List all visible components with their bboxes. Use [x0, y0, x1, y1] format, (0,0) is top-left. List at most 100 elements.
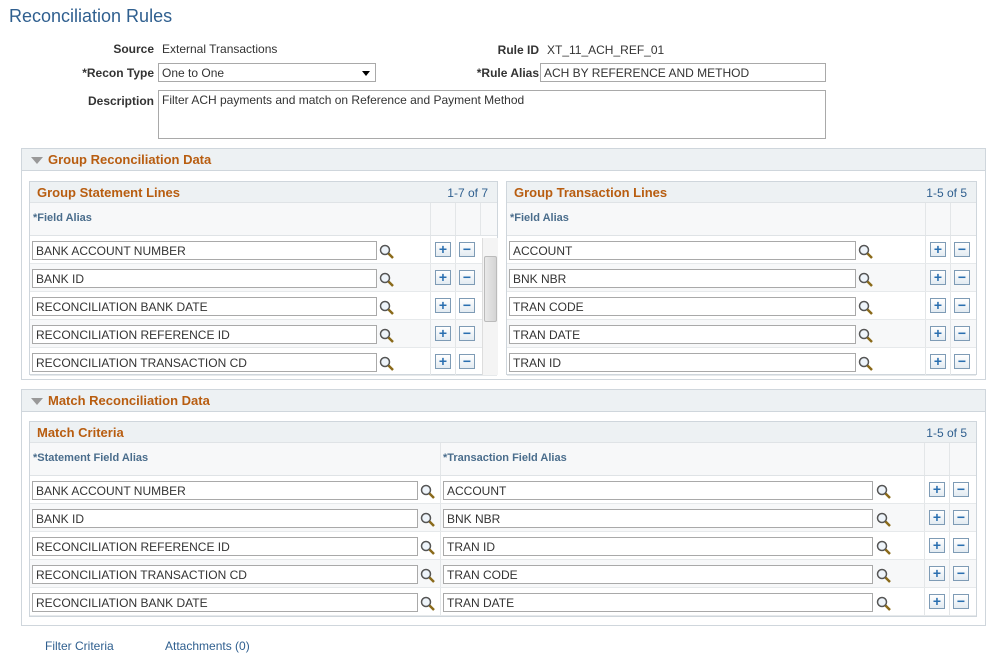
magnifier-icon[interactable] — [876, 512, 891, 527]
field-alias-input[interactable]: TRAN DATE — [509, 325, 856, 344]
magnifier-icon[interactable] — [858, 244, 873, 259]
field-alias-input[interactable]: RECONCILIATION TRANSACTION CD — [32, 565, 418, 584]
table-row: BNK NBR + − — [507, 264, 976, 292]
source-value: External Transactions — [162, 42, 278, 56]
column-header-statement-field-alias: *Statement Field Alias — [33, 452, 149, 464]
minus-icon[interactable]: − — [953, 594, 969, 609]
minus-icon[interactable]: − — [954, 298, 970, 313]
magnifier-icon[interactable] — [379, 356, 394, 371]
plus-icon[interactable]: + — [929, 482, 945, 497]
table-row: TRAN ID + − — [507, 348, 976, 376]
column-header-field-alias: *Field Alias — [33, 212, 92, 224]
field-alias-input[interactable]: RECONCILIATION BANK DATE — [32, 593, 418, 612]
description-textarea[interactable]: Filter ACH payments and match on Referen… — [158, 90, 826, 139]
minus-icon[interactable]: − — [953, 482, 969, 497]
field-alias-input[interactable]: TRAN CODE — [443, 565, 873, 584]
minus-icon[interactable]: − — [954, 242, 970, 257]
plus-icon[interactable]: + — [929, 594, 945, 609]
scrollbar-thumb[interactable] — [484, 256, 497, 322]
table-row: RECONCILIATION TRANSACTION CD + − — [30, 348, 497, 376]
field-alias-input[interactable]: TRAN DATE — [443, 593, 873, 612]
field-alias-input[interactable]: BANK ID — [32, 269, 377, 288]
match-section-header[interactable]: Match Reconciliation Data — [22, 390, 985, 412]
field-alias-input[interactable]: TRAN ID — [443, 537, 873, 556]
plus-icon[interactable]: + — [929, 510, 945, 525]
field-alias-input[interactable]: RECONCILIATION BANK DATE — [32, 297, 377, 316]
minus-icon[interactable]: − — [953, 510, 969, 525]
minus-icon[interactable]: − — [459, 270, 475, 285]
field-alias-input[interactable]: BANK ACCOUNT NUMBER — [32, 241, 377, 260]
chevron-down-icon — [362, 71, 370, 76]
field-alias-input[interactable]: RECONCILIATION REFERENCE ID — [32, 537, 418, 556]
column-header-field-alias: *Field Alias — [510, 212, 569, 224]
table-row: ACCOUNT + − — [507, 236, 976, 264]
minus-icon[interactable]: − — [459, 242, 475, 257]
table-row: BANK ACCOUNT NUMBER ACCOUNT + − — [30, 476, 976, 504]
rule-id-value: XT_11_ACH_REF_01 — [547, 43, 665, 57]
plus-icon[interactable]: + — [930, 298, 946, 313]
field-alias-input[interactable]: ACCOUNT — [509, 241, 856, 260]
field-alias-input[interactable]: BNK NBR — [509, 269, 856, 288]
plus-icon[interactable]: + — [930, 354, 946, 369]
grid-title: Group Statement Lines — [37, 185, 181, 200]
minus-icon[interactable]: − — [953, 566, 969, 581]
table-row: RECONCILIATION BANK DATE TRAN DATE + − — [30, 588, 976, 616]
magnifier-icon[interactable] — [379, 328, 394, 343]
field-alias-input[interactable]: BNK NBR — [443, 509, 873, 528]
match-section-title: Match Reconciliation Data — [48, 393, 210, 408]
table-row: TRAN CODE + − — [507, 292, 976, 320]
minus-icon[interactable]: − — [953, 538, 969, 553]
rule-id-label: Rule ID — [497, 43, 539, 57]
plus-icon[interactable]: + — [435, 242, 451, 257]
minus-icon[interactable]: − — [459, 354, 475, 369]
source-label: Source — [113, 42, 154, 56]
plus-icon[interactable]: + — [930, 242, 946, 257]
plus-icon[interactable]: + — [435, 298, 451, 313]
magnifier-icon[interactable] — [858, 272, 873, 287]
attachments-link[interactable]: Attachments (0) — [165, 639, 250, 653]
magnifier-icon[interactable] — [876, 568, 891, 583]
group-statement-lines-grid: Group Statement Lines 1-7 of 7 *Field Ali… — [29, 181, 498, 376]
field-alias-input[interactable]: RECONCILIATION TRANSACTION CD — [32, 353, 377, 372]
magnifier-icon[interactable] — [876, 596, 891, 611]
rule-alias-label: *Rule Alias — [476, 66, 539, 80]
rule-alias-input[interactable]: ACH BY REFERENCE AND METHOD — [540, 63, 826, 82]
magnifier-icon[interactable] — [420, 568, 435, 583]
minus-icon[interactable]: − — [459, 298, 475, 313]
table-row: RECONCILIATION TRANSACTION CD TRAN CODE + − — [30, 560, 976, 588]
field-alias-input[interactable]: ACCOUNT — [443, 481, 873, 500]
field-alias-input[interactable]: TRAN ID — [509, 353, 856, 372]
magnifier-icon[interactable] — [858, 328, 873, 343]
minus-icon[interactable]: − — [954, 326, 970, 341]
magnifier-icon[interactable] — [379, 300, 394, 315]
group-section-header[interactable]: Group Reconciliation Data — [22, 149, 985, 171]
plus-icon[interactable]: + — [930, 270, 946, 285]
minus-icon[interactable]: − — [954, 270, 970, 285]
filter-criteria-link[interactable]: Filter Criteria — [45, 639, 114, 653]
minus-icon[interactable]: − — [954, 354, 970, 369]
magnifier-icon[interactable] — [858, 356, 873, 371]
magnifier-icon[interactable] — [379, 244, 394, 259]
plus-icon[interactable]: + — [929, 538, 945, 553]
magnifier-icon[interactable] — [858, 300, 873, 315]
magnifier-icon[interactable] — [876, 540, 891, 555]
minus-icon[interactable]: − — [459, 326, 475, 341]
magnifier-icon[interactable] — [420, 512, 435, 527]
recon-type-select[interactable]: One to One — [158, 63, 376, 82]
magnifier-icon[interactable] — [876, 484, 891, 499]
scrollbar[interactable] — [482, 238, 498, 375]
plus-icon[interactable]: + — [435, 354, 451, 369]
row-count: 1-5 of 5 — [926, 186, 967, 200]
plus-icon[interactable]: + — [930, 326, 946, 341]
plus-icon[interactable]: + — [929, 566, 945, 581]
plus-icon[interactable]: + — [435, 326, 451, 341]
field-alias-input[interactable]: TRAN CODE — [509, 297, 856, 316]
plus-icon[interactable]: + — [435, 270, 451, 285]
magnifier-icon[interactable] — [420, 596, 435, 611]
field-alias-input[interactable]: BANK ID — [32, 509, 418, 528]
field-alias-input[interactable]: RECONCILIATION REFERENCE ID — [32, 325, 377, 344]
magnifier-icon[interactable] — [420, 540, 435, 555]
magnifier-icon[interactable] — [420, 484, 435, 499]
field-alias-input[interactable]: BANK ACCOUNT NUMBER — [32, 481, 418, 500]
magnifier-icon[interactable] — [379, 272, 394, 287]
